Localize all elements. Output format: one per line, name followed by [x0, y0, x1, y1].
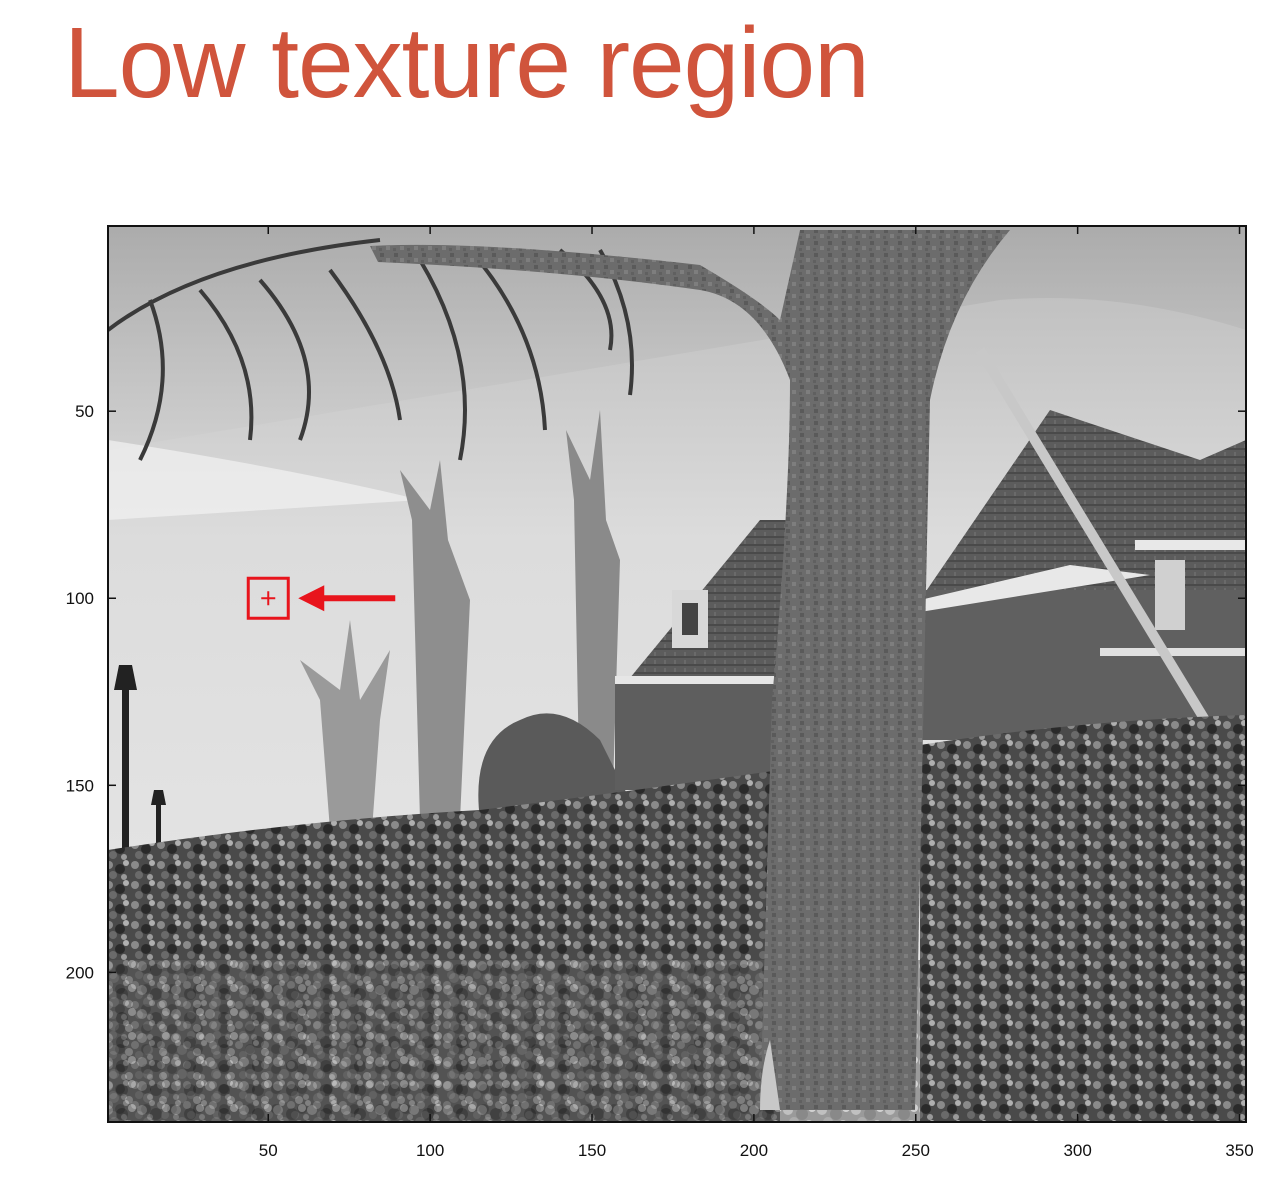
y-tick-label: 50: [75, 402, 94, 421]
annotation: [246, 576, 396, 620]
y-tick-label: 150: [66, 776, 94, 795]
y-tick-label: 200: [66, 963, 94, 982]
x-axis: 50 100 150 200 250 300 350: [259, 226, 1254, 1160]
pointer-arrow-icon: [298, 585, 325, 612]
y-axis: 50 100 150 200: [66, 402, 1246, 982]
x-tick-label: 250: [902, 1141, 930, 1160]
x-tick-label: 150: [578, 1141, 606, 1160]
x-tick-label: 100: [416, 1141, 444, 1160]
y-tick-label: 100: [66, 589, 94, 608]
x-tick-label: 200: [740, 1141, 768, 1160]
x-tick-label: 50: [259, 1141, 278, 1160]
highlight-box: [246, 576, 290, 620]
slide-title: Low texture region: [64, 7, 870, 119]
plot-frame: [107, 225, 1247, 1123]
photo-image: [108, 226, 1246, 1122]
x-tick-label: 350: [1225, 1141, 1253, 1160]
x-tick-label: 300: [1063, 1141, 1091, 1160]
